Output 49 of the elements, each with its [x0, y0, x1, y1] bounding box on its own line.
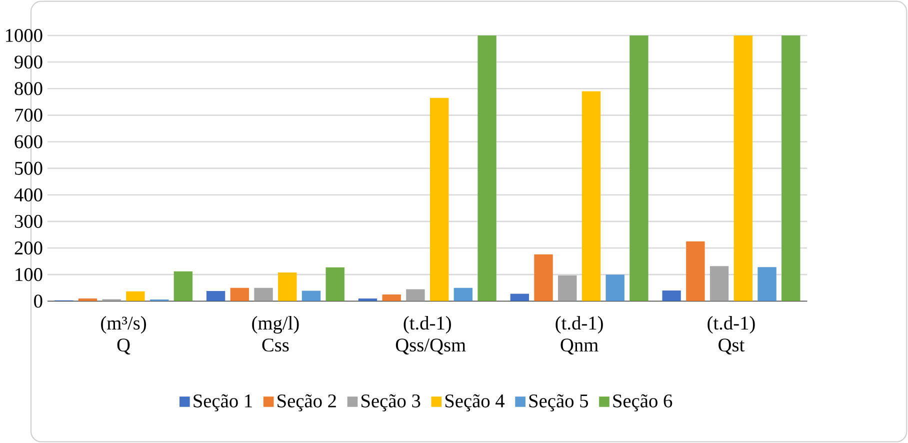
legend-label: Seção 6 — [613, 394, 672, 412]
bar — [430, 98, 449, 302]
y-tick-label: 700 — [15, 108, 42, 122]
x-tick-label: (t.d-1) Qnm — [556, 316, 603, 355]
bar — [758, 267, 776, 302]
bar — [454, 288, 473, 302]
y-tick-label: 500 — [15, 162, 42, 175]
x-tick-label: (mg/l) Css — [252, 316, 299, 352]
bar — [686, 241, 705, 302]
bar — [534, 254, 553, 302]
bar — [582, 91, 601, 302]
x-tick-label: (m³/s) Q — [101, 316, 146, 355]
bar — [78, 298, 98, 302]
y-tick-label: 0 — [34, 294, 42, 308]
x-tick-label: (t.d-1) Qss/Qsm — [396, 316, 466, 355]
legend-label: Seção 4 — [445, 394, 505, 412]
bar — [710, 266, 729, 302]
y-tick-label: 800 — [14, 82, 42, 96]
bar — [630, 35, 648, 302]
bar — [126, 291, 145, 302]
y-tick-label: 900 — [14, 56, 42, 69]
bar — [510, 294, 530, 302]
bar — [606, 274, 624, 302]
y-tick-label: 1000 — [6, 28, 42, 42]
legend-label: Seção 1 — [194, 394, 252, 412]
bar — [662, 290, 681, 302]
bar — [406, 289, 425, 302]
bar — [254, 288, 273, 302]
y-tick-label: 400 — [14, 188, 42, 202]
bar — [734, 35, 753, 302]
bar — [174, 271, 193, 302]
y-tick-label: 300 — [14, 214, 42, 228]
bar — [782, 35, 800, 302]
legend-label: Seção 2 — [278, 394, 336, 412]
y-tick-label: 600 — [14, 135, 42, 148]
bar — [230, 288, 250, 302]
bar — [278, 272, 297, 302]
y-tick-label: 100 — [16, 268, 42, 282]
x-tick-label: (t.d-1) Qst — [708, 316, 755, 355]
legend-label: Seção 3 — [362, 394, 420, 412]
bar — [558, 275, 577, 302]
bar — [382, 294, 401, 302]
bar — [206, 291, 226, 302]
bar — [302, 290, 321, 302]
bar — [326, 267, 344, 302]
bar — [358, 298, 378, 302]
legend-label: Seção 5 — [529, 394, 588, 412]
bar — [478, 35, 496, 302]
y-tick-label: 200 — [14, 241, 42, 255]
